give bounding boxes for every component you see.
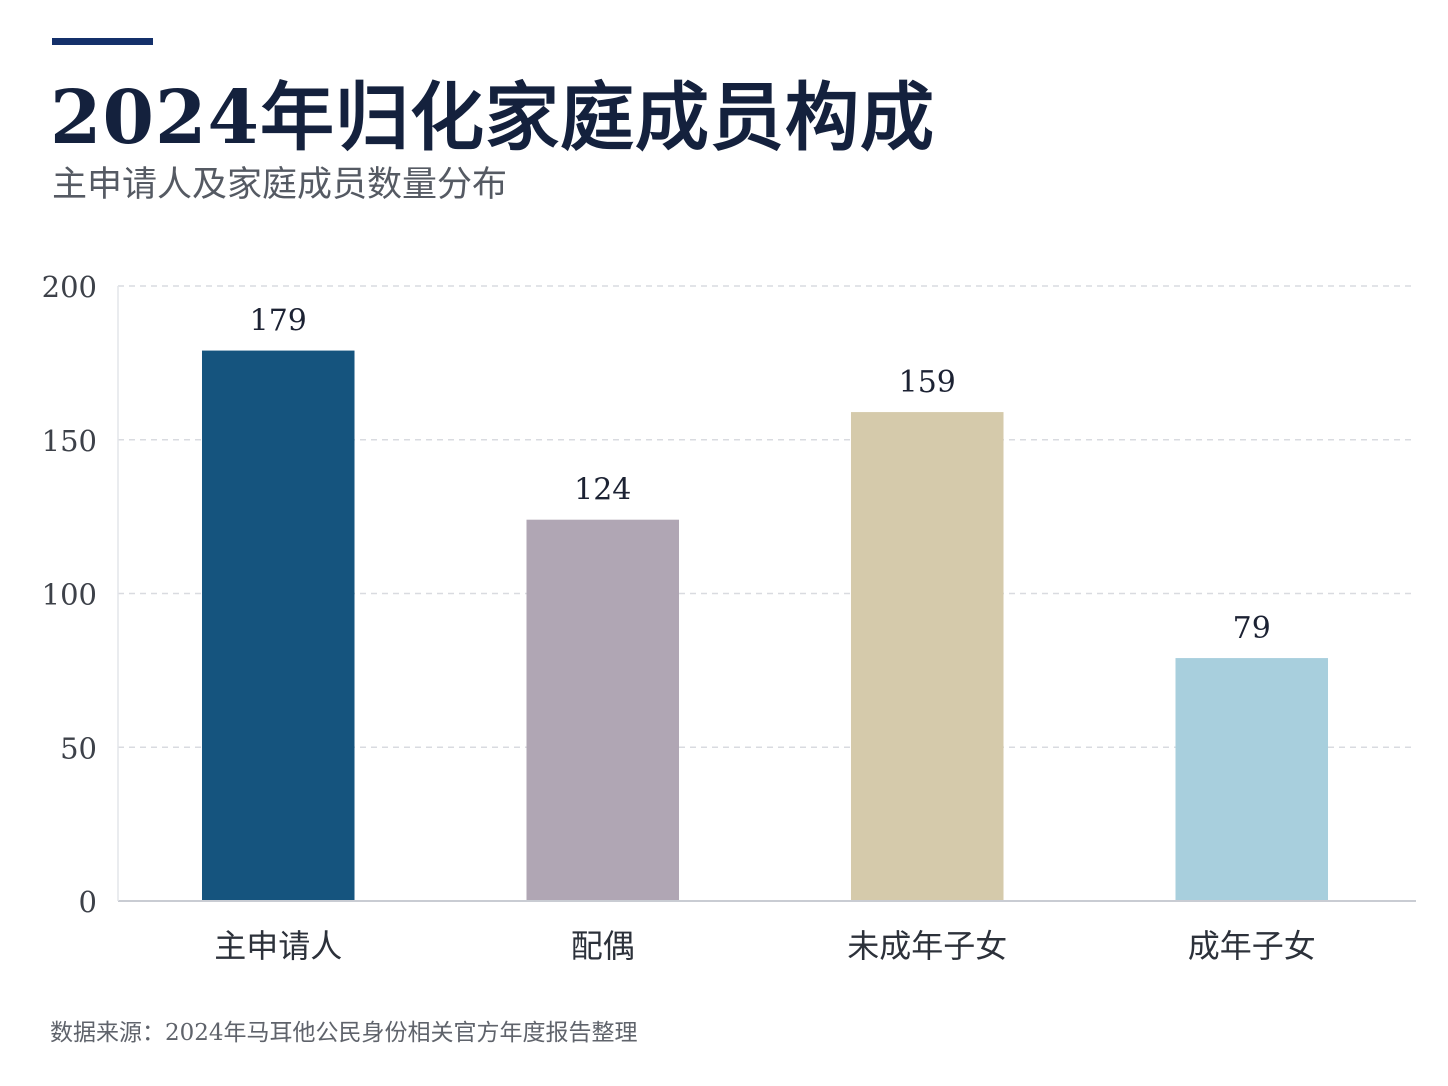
y-tick-label: 150 bbox=[42, 424, 97, 458]
y-axis-tick-labels: 0 50 100 150 200 bbox=[42, 270, 97, 919]
bar-value-labels: 179 124 159 79 bbox=[250, 304, 1271, 647]
x-axis-tick-labels: 主申请人 配偶 未成年子女 成年子女 bbox=[214, 927, 1316, 965]
bar bbox=[526, 519, 680, 901]
title-accent-bar bbox=[52, 38, 153, 45]
page-subtitle: 主申请人及家庭成员数量分布 bbox=[52, 165, 508, 205]
bar-value-label: 79 bbox=[1233, 611, 1271, 646]
chart-bars bbox=[201, 350, 1329, 901]
data-source-note: 数据来源：2024年马耳他公民身份相关官方年度报告整理 bbox=[50, 1020, 638, 1046]
page-title: 2024年归化家庭成员构成 bbox=[50, 75, 935, 161]
x-tick-label: 主申请人 bbox=[214, 927, 342, 965]
y-tick-label: 200 bbox=[42, 270, 97, 304]
x-tick-label: 配偶 bbox=[571, 927, 635, 965]
y-tick-label: 0 bbox=[79, 885, 97, 919]
x-tick-label: 成年子女 bbox=[1188, 927, 1316, 965]
bar bbox=[1175, 658, 1329, 901]
bar-value-label: 179 bbox=[250, 304, 307, 339]
bar-value-label: 159 bbox=[899, 365, 956, 400]
x-tick-label: 未成年子女 bbox=[847, 927, 1007, 965]
bar bbox=[201, 350, 355, 901]
bar-value-label: 124 bbox=[574, 473, 631, 508]
y-tick-label: 100 bbox=[42, 578, 97, 612]
bar bbox=[850, 412, 1004, 901]
y-tick-label: 50 bbox=[60, 731, 97, 765]
